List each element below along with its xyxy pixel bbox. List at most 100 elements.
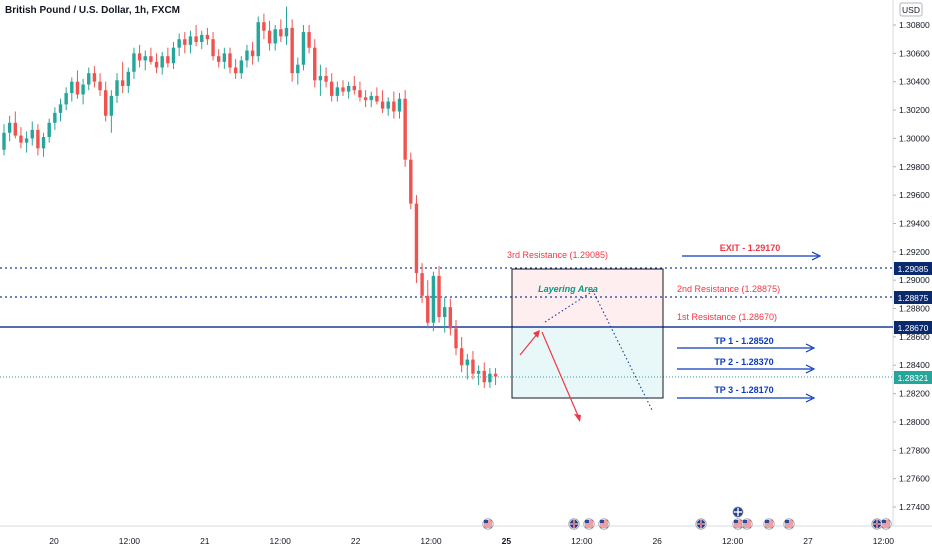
candle-body	[471, 359, 475, 374]
us-flag-icon[interactable]	[598, 518, 610, 530]
candle-body	[154, 61, 159, 68]
tp1-arrow-icon	[805, 343, 816, 353]
tp1-target[interactable]: TP 1 - 1.28520	[677, 336, 816, 353]
candle-body	[318, 76, 323, 81]
candle-body	[30, 129, 34, 139]
candle-body	[454, 328, 458, 349]
price-tick-label: 1.30200	[899, 105, 930, 115]
tp3-label: TP 3 - 1.28170	[714, 385, 773, 395]
candle-body	[313, 47, 317, 81]
candle	[335, 81, 340, 102]
price-badge-first[interactable]: 1.28670	[894, 321, 932, 334]
candle-body	[98, 81, 102, 91]
candle-body	[217, 56, 221, 62]
candle-body	[301, 32, 306, 65]
price-tick-label: 1.29800	[899, 162, 930, 172]
price-tick-label: 1.29400	[899, 218, 930, 228]
candle	[154, 53, 159, 74]
price-badge-current-text: 1.28321	[898, 373, 929, 383]
uk-flag-icon[interactable]	[695, 518, 707, 530]
candle-body	[409, 159, 413, 204]
layering-zone-upper	[512, 269, 663, 327]
candle-body	[109, 95, 114, 116]
time-label: 12:00	[571, 536, 593, 546]
exit-target[interactable]: EXIT - 1.29170	[682, 243, 822, 261]
candle	[104, 81, 108, 122]
price-tick-label: 1.30800	[899, 20, 930, 30]
candle-body	[245, 50, 249, 61]
us-flag-icon[interactable]	[880, 518, 892, 530]
time-label: 20	[49, 536, 59, 546]
candle	[53, 107, 57, 130]
candle	[420, 263, 424, 303]
uk-flag-icon[interactable]	[568, 518, 580, 530]
economic-events[interactable]	[482, 506, 892, 530]
time-label: 27	[803, 536, 813, 546]
price-tick-label: 1.28200	[899, 389, 930, 399]
candle	[70, 77, 74, 102]
tp2-target[interactable]: TP 2 - 1.28370	[677, 357, 816, 374]
us-flag-icon[interactable]	[763, 518, 775, 530]
candle	[250, 42, 255, 65]
candle	[330, 73, 334, 102]
candle	[166, 47, 170, 68]
price-badge-second[interactable]: 1.28875	[894, 291, 932, 304]
candle-body	[488, 373, 492, 383]
time-label: 22	[351, 536, 361, 546]
candle	[476, 365, 481, 386]
price-badge-second-text: 1.28875	[898, 293, 929, 303]
currency-label: USD	[902, 5, 920, 15]
tp2-arrow-icon	[805, 364, 816, 374]
up-arrowhead-icon	[533, 330, 540, 338]
currency-badge[interactable]: USD	[899, 2, 923, 17]
candle	[324, 67, 328, 88]
price-tick-label: 1.30400	[899, 77, 930, 87]
down-arrowhead-icon	[574, 414, 581, 422]
candle-body	[352, 85, 356, 91]
candle	[352, 76, 356, 95]
price-tick-label: 1.27400	[899, 502, 930, 512]
candle-body	[132, 53, 136, 72]
candle	[149, 47, 153, 65]
candle	[98, 73, 102, 96]
candle	[41, 132, 46, 157]
candle-body	[137, 53, 142, 61]
candle-body	[256, 22, 260, 57]
candle-body	[431, 275, 436, 323]
candle-body	[459, 348, 464, 366]
candle	[380, 90, 385, 113]
candle	[363, 90, 368, 108]
candle	[267, 20, 272, 51]
candle	[239, 56, 243, 79]
candle	[200, 30, 204, 50]
candle	[290, 19, 294, 82]
candle-body	[346, 85, 351, 92]
price-tick-label: 1.30600	[899, 48, 930, 58]
price-badge-third[interactable]: 1.29085	[894, 262, 932, 275]
tp3-target[interactable]: TP 3 - 1.28170	[677, 385, 816, 403]
us-flag-icon[interactable]	[783, 518, 795, 530]
us-flag-icon[interactable]	[741, 518, 753, 530]
candle-body	[296, 64, 300, 74]
candle	[341, 80, 345, 96]
candle	[92, 66, 97, 88]
candle	[414, 195, 419, 284]
uk-flag-icon[interactable]	[732, 506, 744, 518]
candle-body	[307, 32, 311, 48]
candle-body	[58, 104, 63, 113]
candle	[346, 81, 351, 99]
candle-body	[194, 36, 198, 43]
candle-body	[53, 112, 57, 123]
price-badge-current[interactable]: 1.28321	[894, 371, 932, 384]
candle	[482, 362, 486, 388]
price-axis-ticks: 1.30800 1.30600 1.30400 1.30200 1.30000 1.298…	[893, 20, 930, 512]
layering-box-border[interactable]	[511, 268, 664, 399]
us-flag-icon[interactable]	[482, 518, 494, 530]
us-flag-icon[interactable]	[583, 518, 595, 530]
candle-body	[87, 73, 91, 85]
candle	[228, 47, 232, 74]
candle-body	[414, 203, 419, 274]
candle-body	[437, 275, 441, 318]
candle	[273, 25, 277, 51]
